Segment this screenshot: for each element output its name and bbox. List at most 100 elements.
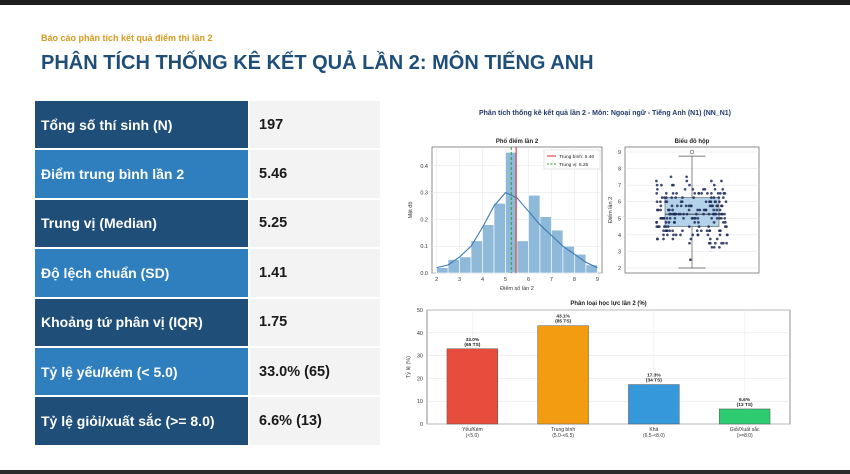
- box-strip-point: [706, 192, 709, 195]
- box-strip-point: [712, 183, 716, 187]
- hist-ylabel: Mật độ: [408, 202, 414, 219]
- box-strip-point: [723, 225, 727, 228]
- hist-xtick-label: 9: [596, 277, 599, 283]
- box-strip-point: [674, 196, 678, 199]
- box-strip-point: [688, 183, 691, 187]
- bottom-bar: [0, 470, 850, 474]
- hist-ytick-label: 0.2: [420, 217, 428, 223]
- box-strip-point: [671, 192, 675, 195]
- box-strip-point: [664, 229, 668, 233]
- box-strip-point: [671, 208, 674, 212]
- cat-value-label: 33.0%: [466, 337, 480, 343]
- box-strip-point: [685, 179, 689, 183]
- box-strip-point: [718, 192, 722, 195]
- cat-bar: [537, 325, 589, 425]
- box-strip-point: [659, 208, 662, 212]
- stat-label: Trung vị (Median): [35, 199, 248, 248]
- stat-value: 5.46: [250, 150, 380, 198]
- cat-bar: [718, 408, 771, 425]
- box-strip-point: [710, 216, 714, 220]
- box-strip-point: [715, 208, 719, 212]
- box-strip-point: [674, 233, 678, 237]
- box-strip-point: [659, 200, 662, 204]
- hist-ytick-label: 0.4: [420, 164, 428, 170]
- box-strip-point: [687, 225, 691, 228]
- box-strip-point: [720, 241, 723, 245]
- box-strip-point: [659, 216, 663, 220]
- box-strip-point: [668, 216, 672, 220]
- cat-ytick-label: 40: [417, 331, 423, 337]
- box-strip-point: [655, 179, 658, 183]
- cat-ytick-label: 10: [417, 399, 423, 405]
- box-strip-point: [660, 196, 664, 199]
- box-strip-point: [702, 208, 706, 212]
- box-strip-point: [667, 221, 671, 224]
- box-strip-point: [692, 196, 696, 199]
- box-strip-point: [656, 187, 659, 191]
- box-strip-point: [691, 187, 695, 191]
- box-strip-point: [696, 208, 699, 212]
- hist-bar: [493, 202, 506, 274]
- box-strip-point: [705, 229, 709, 233]
- box-strip-point: [710, 179, 713, 183]
- box-strip-point: [682, 212, 685, 216]
- box-strip-point: [726, 233, 729, 237]
- hist-ytick-label: 0.3: [420, 191, 428, 197]
- box-strip-point: [698, 208, 702, 212]
- box-strip-point: [672, 233, 675, 237]
- box-strip-point: [697, 221, 700, 224]
- box-ytick-label: 9: [618, 150, 621, 156]
- stat-row-median: Trung vị (Median) 5.25: [35, 199, 380, 249]
- box-strip-point: [696, 233, 700, 237]
- hist-bar: [574, 253, 587, 274]
- box-strip-point: [655, 183, 659, 187]
- box-strip-point: [697, 192, 701, 195]
- box-strip-point: [665, 196, 668, 199]
- box-strip-point: [660, 183, 663, 187]
- hist-xtick-label: 7: [550, 277, 553, 283]
- stat-label: Điểm trung bình lần 2: [35, 150, 248, 198]
- box-strip-point: [689, 204, 693, 208]
- box-strip-point: [668, 229, 672, 233]
- hist-bar: [528, 194, 541, 274]
- box-strip-point: [708, 237, 712, 241]
- hist-bar: [539, 216, 552, 274]
- box-strip-point: [693, 221, 697, 224]
- cat-count-label: (65 TS): [464, 342, 480, 348]
- box-strip-point: [710, 204, 714, 208]
- box-ytick-label: 5: [618, 216, 621, 222]
- cat-value-label: 43.1%: [556, 314, 570, 320]
- box-ytick-label: 7: [618, 183, 621, 189]
- boxplot-chart: 2 3 4 5 6 7 8 9 Biểu đồ hộp Điểm lần 2: [607, 138, 760, 274]
- box-strip-point: [712, 196, 716, 199]
- box-strip-point: [671, 229, 674, 233]
- cat-xtick-label: Trung bình: [551, 427, 575, 433]
- box-strip-point: [664, 200, 667, 204]
- box-strip-point: [656, 237, 659, 241]
- box-strip-point: [715, 216, 719, 220]
- stat-row-mean: Điểm trung bình lần 2 5.46: [35, 150, 380, 199]
- box-strip-point: [690, 216, 694, 220]
- box-strip-point: [699, 229, 703, 233]
- cat-ytick-label: 50: [417, 308, 423, 314]
- hist-legend-label: Trung vị: 5.25: [559, 162, 588, 168]
- stat-value: 1.41: [250, 249, 380, 297]
- box-strip-point: [724, 221, 727, 224]
- stat-value: 1.75: [250, 298, 380, 346]
- box-strip-point: [704, 208, 708, 212]
- cat-title: Phân loại học lực lần 2 (%): [570, 301, 646, 307]
- box-strip-point: [722, 221, 725, 224]
- box-strip-point: [719, 204, 723, 208]
- hist-bar: [585, 264, 598, 274]
- hist-bar: [436, 267, 449, 274]
- box-ytick-label: 4: [618, 233, 621, 239]
- box-strip-point: [655, 192, 659, 195]
- hist-xtick-label: 3: [458, 277, 461, 283]
- box-strip-point: [671, 237, 675, 241]
- box-strip-point: [695, 212, 698, 216]
- box-ytick-label: 8: [618, 167, 621, 173]
- cat-count-label: (34 TS): [646, 378, 662, 384]
- report-subtitle: Báo cáo phân tích kết quả điểm thi lần 2: [41, 33, 213, 43]
- hist-xtick-label: 2: [435, 277, 438, 283]
- stat-label: Tổng số thí sinh (N): [35, 101, 248, 149]
